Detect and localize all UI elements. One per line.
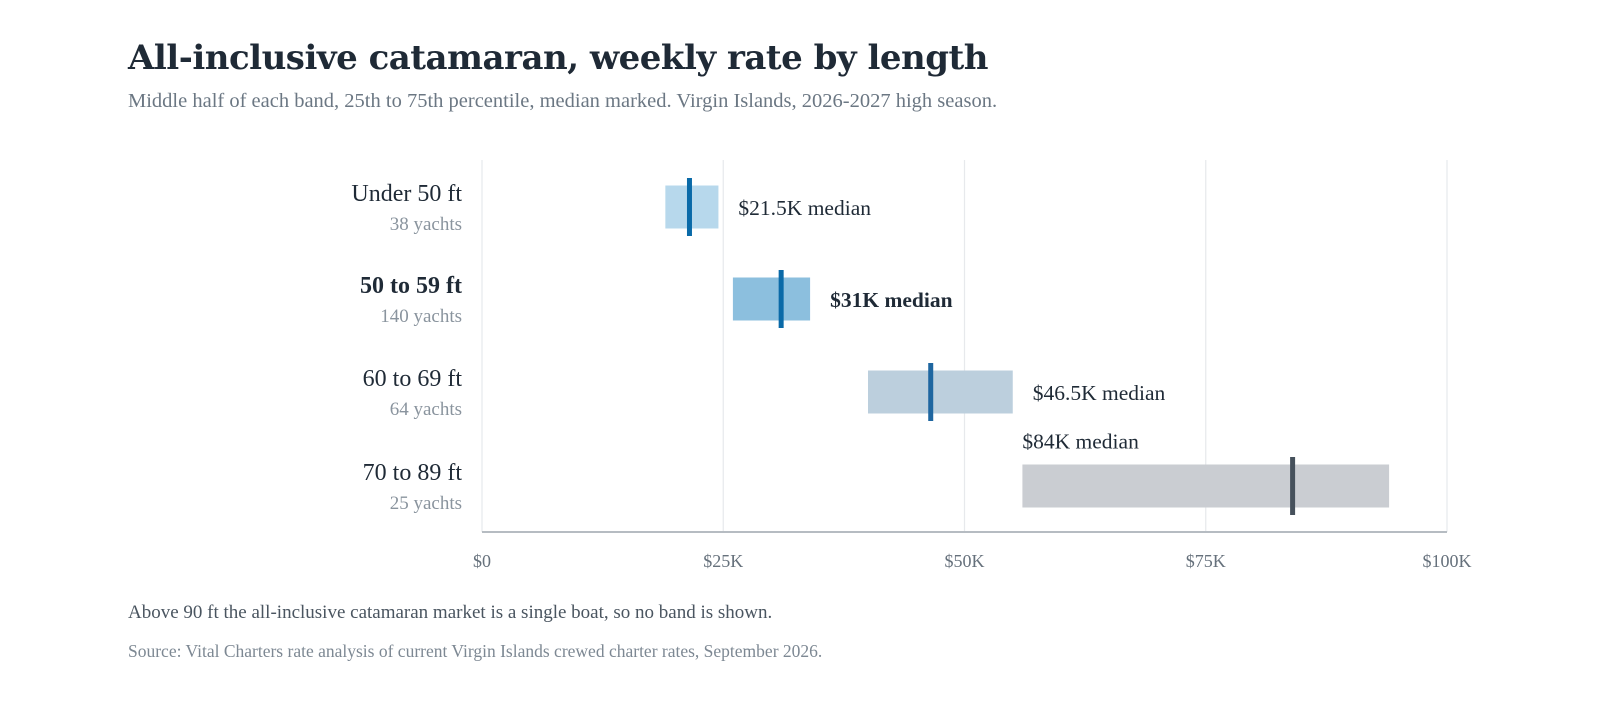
category-labels: Under 50 ft 38 yachts 50 to 59 ft 140 yacht… <box>351 181 462 514</box>
chart-title: All-inclusive catamaran, weekly rate by … <box>128 38 988 78</box>
x-tick-label: $75K <box>1186 551 1226 571</box>
category-label: 50 to 59 ft <box>360 273 462 299</box>
x-axis: $0 $25K $50K $75K $100K <box>473 531 1472 571</box>
x-tick-label: $100K <box>1423 551 1472 571</box>
iqr-bar <box>868 370 1013 414</box>
range-bar-chart: $0 $25K $50K $75K $100K $21.5K median $31K me… <box>351 160 1472 571</box>
median-label: $84K median <box>1022 430 1139 454</box>
median-marker <box>778 270 784 328</box>
category-label: 60 to 69 ft <box>363 366 463 392</box>
iqr-bar <box>1022 464 1390 508</box>
median-label: $31K median <box>830 288 952 312</box>
count-label: 38 yachts <box>390 214 462 235</box>
source-note: Source: Vital Charters rate analysis of … <box>128 641 823 661</box>
iqr-bar <box>732 277 811 321</box>
chart-subtitle: Middle half of each band, 25th to 75th p… <box>128 90 998 112</box>
median-marker <box>928 363 934 421</box>
median-marker <box>1290 457 1296 515</box>
median-label: $21.5K median <box>738 196 871 220</box>
x-tick-label: $25K <box>703 551 743 571</box>
bands: $21.5K median $31K median $46.5K median $84… <box>665 178 1390 515</box>
count-label: 64 yachts <box>390 399 462 420</box>
footnote: Above 90 ft the all-inclusive catamaran … <box>128 602 773 623</box>
count-label: 25 yachts <box>390 493 462 514</box>
x-tick-label: $0 <box>473 551 491 571</box>
category-label: Under 50 ft <box>351 181 462 207</box>
count-label: 140 yachts <box>380 306 462 327</box>
median-marker <box>686 178 692 236</box>
median-label: $46.5K median <box>1033 381 1166 405</box>
x-tick-label: $50K <box>945 551 985 571</box>
category-label: 70 to 89 ft <box>363 460 463 486</box>
